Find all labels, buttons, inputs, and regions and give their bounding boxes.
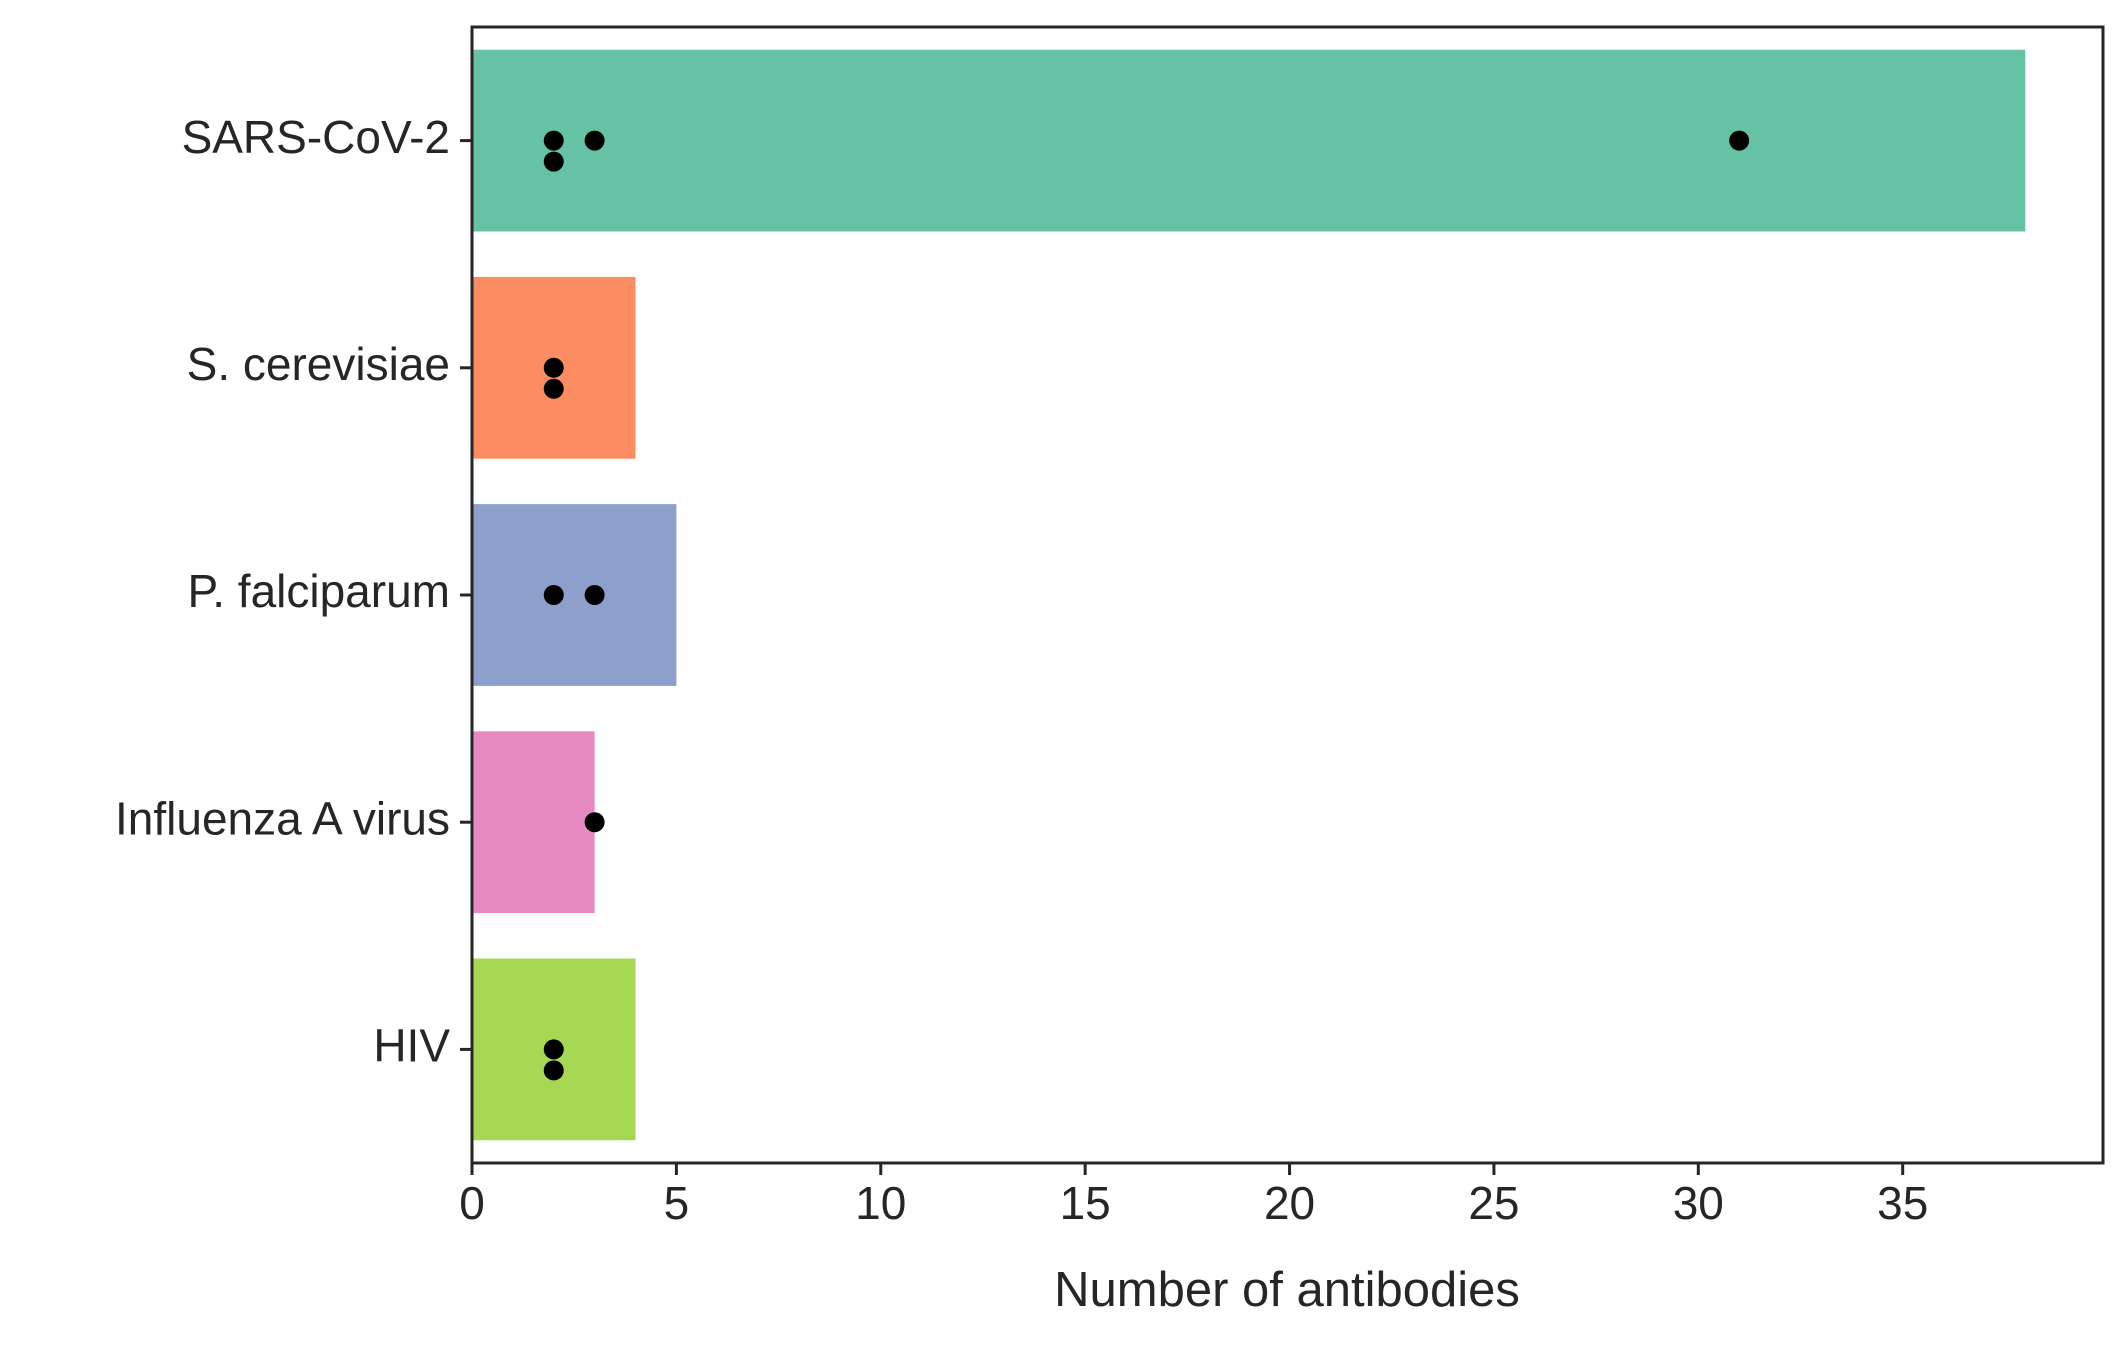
point [543, 378, 564, 399]
bar [472, 731, 595, 914]
point [543, 1060, 564, 1081]
x-tick-label: 0 [459, 1177, 485, 1229]
point [543, 1039, 564, 1060]
bar [472, 504, 677, 686]
x-tick-label: 15 [1060, 1177, 1111, 1229]
point [543, 130, 564, 151]
plot-frame [470, 25, 2105, 1165]
x-axis-label: Number of antibodies [1054, 1263, 1520, 1317]
point [584, 130, 605, 151]
point [543, 151, 564, 172]
point [584, 585, 605, 605]
x-tick-label: 5 [664, 1177, 690, 1229]
point [543, 357, 564, 378]
y-tick-label: P. falciparum [187, 565, 450, 617]
x-tick-label: 35 [1877, 1177, 1928, 1229]
x-tick-label: 20 [1264, 1177, 1315, 1229]
y-tick-label: HIV [373, 1020, 450, 1072]
y-tick-label: Influenza A virus [115, 792, 450, 844]
bar [472, 49, 2026, 232]
point [584, 812, 605, 833]
x-tick-label: 10 [855, 1177, 906, 1229]
point [1729, 130, 1750, 151]
point [543, 585, 564, 605]
x-tick-label: 25 [1468, 1177, 1519, 1229]
y-tick-label: S. cerevisiae [187, 338, 450, 390]
x-tick-label: 30 [1673, 1177, 1724, 1229]
y-tick-label: SARS-CoV-2 [182, 111, 450, 163]
